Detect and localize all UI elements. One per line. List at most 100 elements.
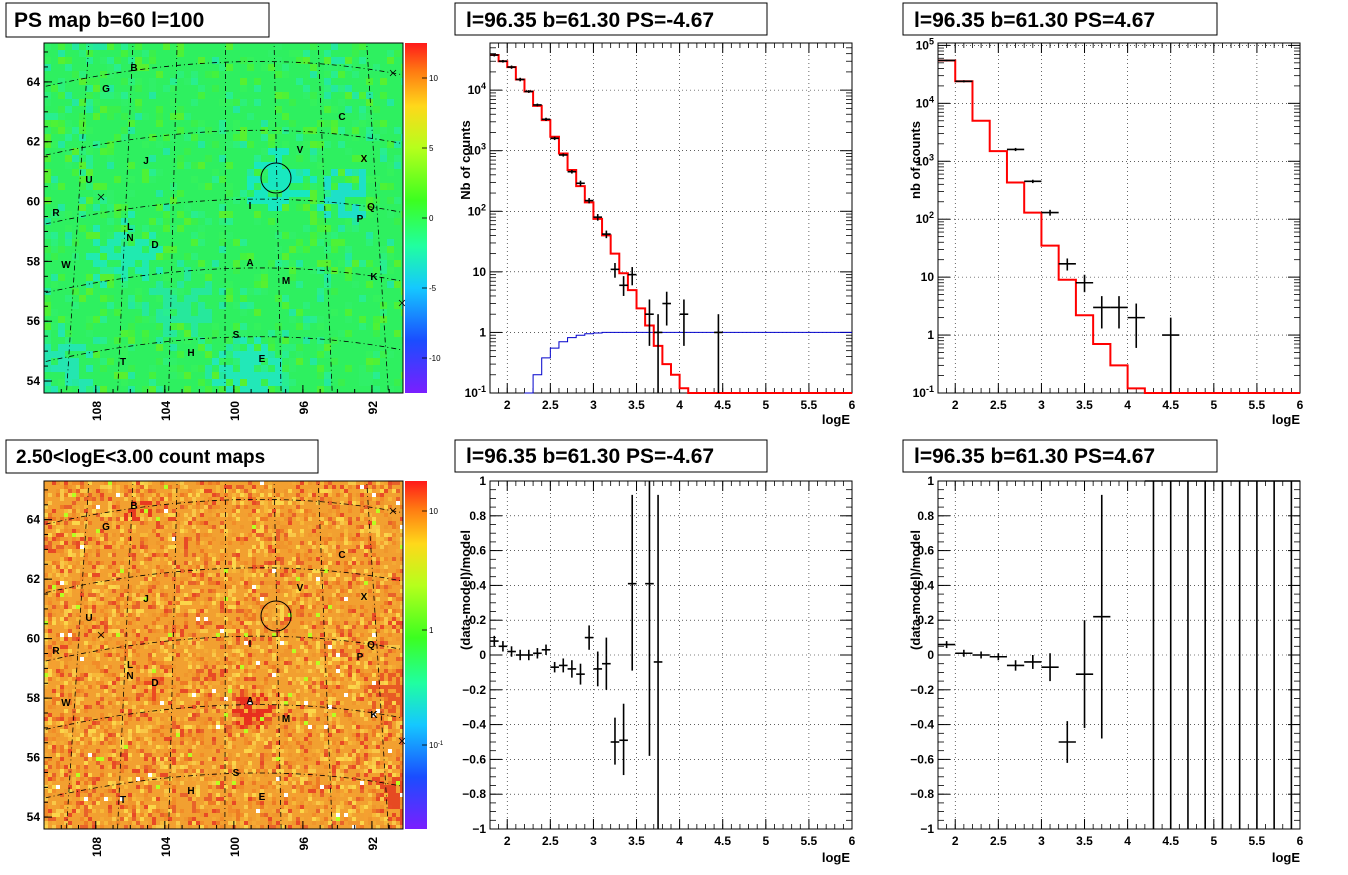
heatmap-cell <box>304 593 308 597</box>
heatmap-cell <box>184 653 188 657</box>
heatmap-cell <box>275 260 282 267</box>
heatmap-cell <box>124 489 128 493</box>
heatmap-cell <box>304 721 308 725</box>
heatmap-cell <box>191 176 198 183</box>
heatmap-cell <box>312 821 316 825</box>
heatmap-cell <box>272 701 276 705</box>
heatmap-cell <box>288 497 292 501</box>
heatmap-cell <box>44 365 51 372</box>
heatmap-cell <box>208 553 212 557</box>
heatmap-cell <box>328 501 332 505</box>
heatmap-cell <box>64 521 68 525</box>
heatmap-cell <box>107 239 114 246</box>
heatmap-cell <box>100 365 107 372</box>
heatmap-cell <box>60 773 64 777</box>
heatmap-cell <box>256 777 260 781</box>
heatmap-cell <box>136 621 140 625</box>
heatmap-cell <box>292 821 296 825</box>
heatmap-cell <box>252 745 256 749</box>
heatmap-cell <box>359 176 366 183</box>
longitude-line <box>66 43 90 393</box>
heatmap-cell <box>240 609 244 613</box>
heatmap-cell <box>80 589 84 593</box>
heatmap-cell <box>244 621 248 625</box>
heatmap-cell <box>280 661 284 665</box>
heatmap-cell <box>128 485 132 489</box>
heatmap-cell <box>135 43 142 50</box>
heatmap-cell <box>64 505 68 509</box>
heatmap-cell <box>188 729 192 733</box>
heatmap-cell <box>96 765 100 769</box>
heatmap-cell <box>236 721 240 725</box>
heatmap-cell <box>338 99 345 106</box>
heatmap-cell <box>280 769 284 773</box>
heatmap-cell <box>80 653 84 657</box>
heatmap-cell <box>264 817 268 821</box>
heatmap-cell <box>76 569 80 573</box>
heatmap-cell <box>233 197 240 204</box>
heatmap-cell <box>220 581 224 585</box>
heatmap-cell <box>64 537 68 541</box>
heatmap-cell <box>93 337 100 344</box>
heatmap-cell <box>140 649 144 653</box>
heatmap-cell <box>212 573 216 577</box>
heatmap-cell <box>76 801 80 805</box>
heatmap-cell <box>276 741 280 745</box>
heatmap-cell <box>256 497 260 501</box>
heatmap-cell <box>308 573 312 577</box>
heatmap-cell <box>142 253 149 260</box>
heatmap-cell <box>332 817 336 821</box>
heatmap-cell <box>184 637 188 641</box>
heatmap-cell <box>244 641 248 645</box>
heatmap-cell <box>338 204 345 211</box>
heatmap-cell <box>164 513 168 517</box>
heatmap-cell <box>44 127 51 134</box>
heatmap-cell <box>104 481 108 485</box>
source-label-q: Q <box>367 202 375 213</box>
heatmap-cell <box>121 204 128 211</box>
heatmap-cell <box>247 176 254 183</box>
heatmap-cell <box>100 617 104 621</box>
heatmap-cell <box>92 601 96 605</box>
heatmap-cell <box>373 197 380 204</box>
heatmap-cell <box>252 497 256 501</box>
heatmap-cell <box>142 239 149 246</box>
heatmap-cell <box>345 169 352 176</box>
heatmap-cell <box>198 302 205 309</box>
heatmap-cell <box>232 677 236 681</box>
heatmap-cell <box>156 785 160 789</box>
heatmap-cell <box>316 613 320 617</box>
heatmap-cell <box>352 134 359 141</box>
heatmap-cell <box>84 553 88 557</box>
heatmap-cell <box>272 581 276 585</box>
heatmap-cell <box>84 801 88 805</box>
heatmap-cell <box>65 239 72 246</box>
heatmap-cell <box>72 481 76 485</box>
heatmap-cell <box>92 801 96 805</box>
heatmap-cell <box>120 597 124 601</box>
heatmap-cell <box>220 637 224 641</box>
heatmap-cell <box>107 162 114 169</box>
heatmap-cell <box>208 529 212 533</box>
heatmap-cell <box>100 601 104 605</box>
heatmap-cell <box>142 330 149 337</box>
heatmap-cell <box>300 701 304 705</box>
heatmap-cell <box>58 78 65 85</box>
heatmap-cell <box>48 545 52 549</box>
heatmap-cell <box>320 585 324 589</box>
heatmap-cell <box>240 825 244 829</box>
heatmap-cell <box>260 725 264 729</box>
heatmap-cell <box>401 302 403 309</box>
heatmap-cell <box>128 657 132 661</box>
heatmap-cell <box>56 537 60 541</box>
heatmap-cell <box>228 813 232 817</box>
heatmap-cell <box>107 43 114 50</box>
heatmap-cell <box>401 78 403 85</box>
heatmap-cell <box>336 789 340 793</box>
heatmap-cell <box>220 705 224 709</box>
heatmap-cell <box>226 288 233 295</box>
heatmap-cell <box>324 697 328 701</box>
heatmap-cell <box>272 685 276 689</box>
heatmap-cell <box>168 717 172 721</box>
heatmap-cell <box>163 218 170 225</box>
